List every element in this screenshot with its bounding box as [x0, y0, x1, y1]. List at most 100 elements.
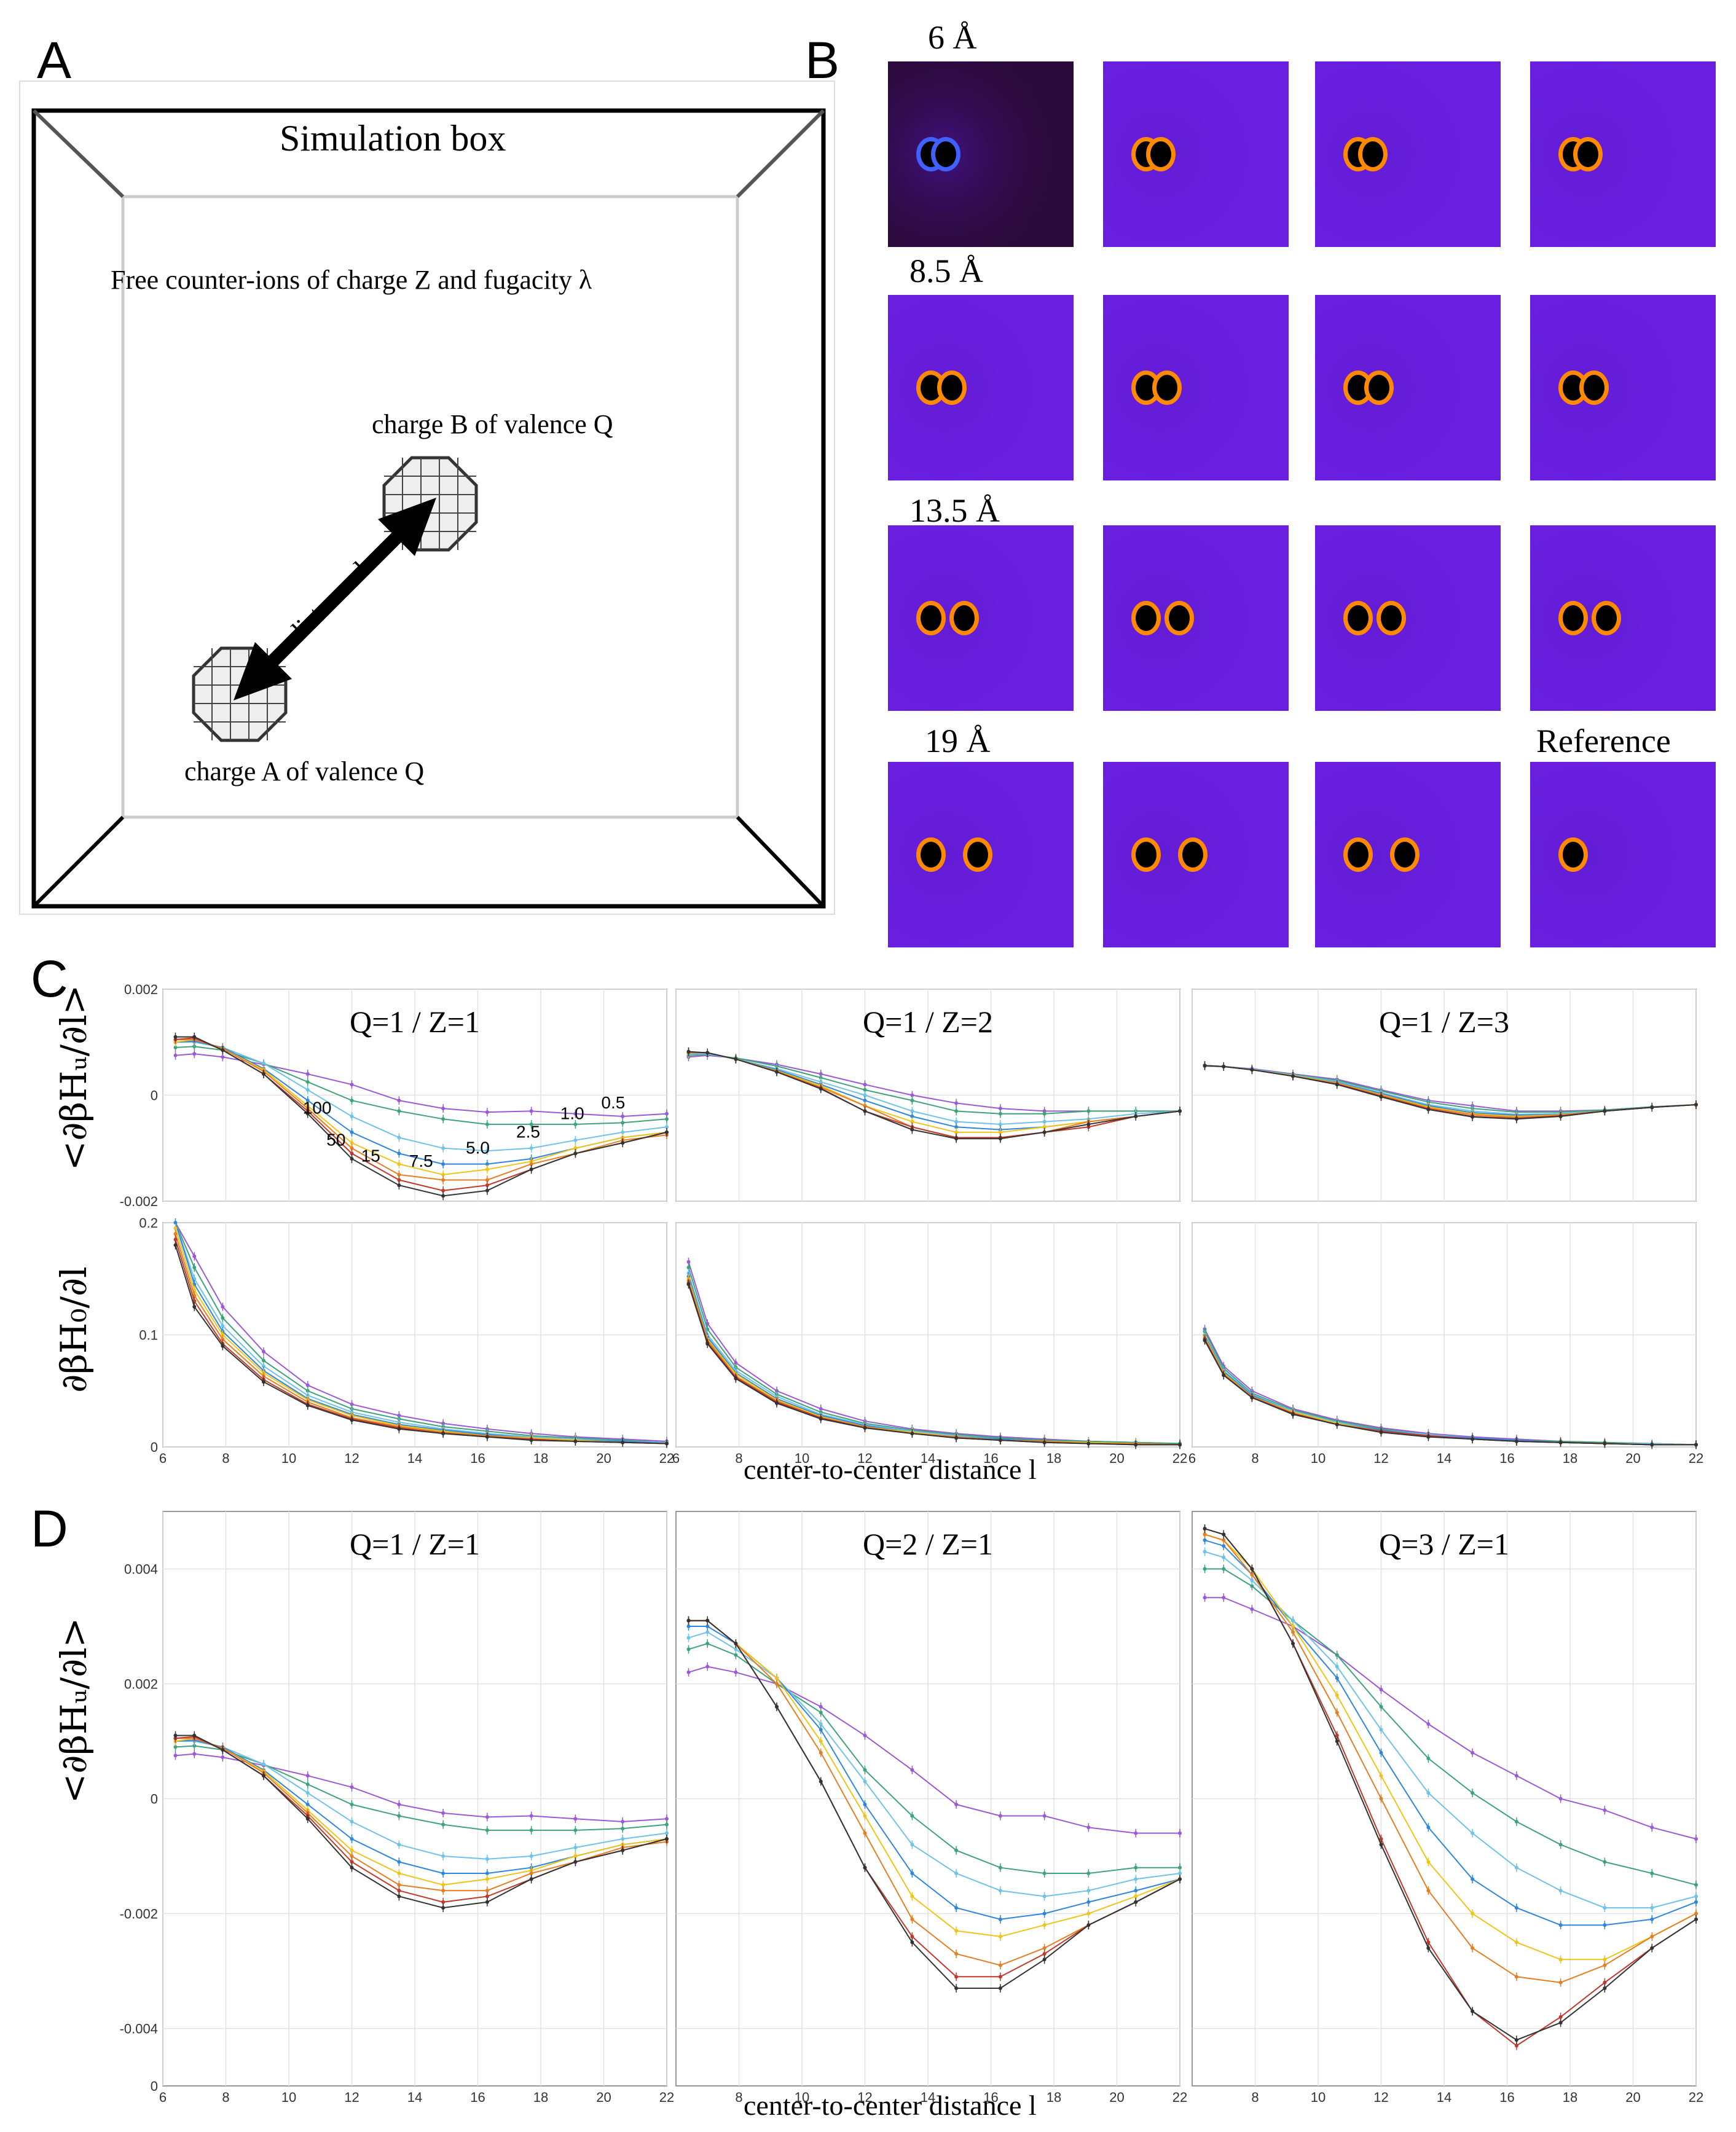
- data-point: [529, 1814, 533, 1818]
- data-point: [775, 1682, 779, 1686]
- data-point: [954, 1951, 959, 1956]
- data-point: [665, 1836, 669, 1841]
- data-point: [910, 1109, 914, 1113]
- density-shading: [888, 525, 1074, 711]
- data-point: [173, 1733, 178, 1738]
- data-point: [734, 1647, 738, 1652]
- data-point: [954, 1848, 959, 1852]
- data-point: [573, 1854, 578, 1858]
- data-point: [705, 1624, 710, 1628]
- data-point: [305, 1774, 310, 1778]
- data-point: [775, 1676, 779, 1680]
- x-tick-label: 14: [1437, 1451, 1451, 1466]
- density-map-r2-c2: [1315, 525, 1501, 711]
- data-point: [686, 1647, 691, 1652]
- data-point: [529, 1146, 533, 1150]
- data-point: [1558, 2015, 1563, 2019]
- data-point: [1134, 1900, 1138, 1904]
- data-point: [1042, 1130, 1047, 1134]
- data-point: [350, 1146, 354, 1150]
- data-point: [173, 1226, 178, 1231]
- data-point: [573, 1138, 578, 1142]
- x-tick-label: 6: [159, 1451, 167, 1466]
- data-point: [1134, 1889, 1138, 1893]
- data-point: [998, 1814, 1002, 1818]
- plot-title: Q=1 / Z=3: [1379, 1005, 1509, 1039]
- x-tick-label: 16: [470, 2090, 485, 2105]
- plot-title: Q=2 / Z=1: [863, 1527, 993, 1561]
- data-point: [1558, 1843, 1563, 1847]
- plot-c-bot-3: 6 8 10 12 14 16 18 20 22: [1188, 1222, 1703, 1466]
- data-point: [1042, 1125, 1047, 1129]
- data-point: [1086, 1911, 1091, 1916]
- data-point: [1042, 1440, 1047, 1444]
- data-point: [621, 1848, 625, 1852]
- density-map-r2-c0: [888, 525, 1074, 711]
- data-point: [910, 1115, 914, 1118]
- data-point: [1042, 1111, 1047, 1116]
- data-point: [1694, 1911, 1698, 1916]
- density-shading: [888, 61, 1074, 247]
- x-tick-label: 22: [1689, 2090, 1703, 2105]
- x-tick-label: 8: [1251, 2090, 1259, 2105]
- data-point: [1134, 1443, 1138, 1447]
- data-point: [485, 1877, 489, 1881]
- data-point: [397, 1151, 401, 1156]
- data-point: [1426, 1940, 1431, 1945]
- plot-c-bot-2: 6 8 10 12 14 16 18 20 22: [672, 1222, 1187, 1466]
- data-point: [1650, 1105, 1654, 1110]
- x-tick-label: 18: [1563, 1451, 1577, 1466]
- data-point: [485, 1167, 489, 1172]
- charge-core: [1584, 375, 1604, 401]
- data-point: [485, 1110, 489, 1115]
- charge-core: [1362, 141, 1383, 167]
- data-point: [573, 1151, 578, 1156]
- data-point: [621, 1819, 625, 1824]
- data-point: [1222, 1532, 1226, 1537]
- distance-arrow: [234, 498, 436, 700]
- data-point: [1086, 1109, 1091, 1113]
- reference-density-map: [1530, 762, 1716, 947]
- curve-annotation: 5.0: [466, 1138, 490, 1157]
- data-point: [621, 1836, 625, 1841]
- x-tick-label: 10: [1311, 1451, 1326, 1466]
- data-point: [485, 1894, 489, 1899]
- data-point: [1042, 1923, 1047, 1927]
- data-point: [1603, 1441, 1607, 1446]
- x-tick-label: 20: [596, 2090, 611, 2105]
- data-point: [819, 1417, 823, 1421]
- charge-core: [1169, 605, 1190, 631]
- data-point: [485, 1828, 489, 1832]
- density-map-r3-c1: [1103, 762, 1289, 947]
- data-point: [998, 1107, 1002, 1111]
- data-point: [1558, 2021, 1563, 2025]
- ylabel-d: <∂βHᵤ/∂l>: [53, 1612, 95, 1809]
- data-point: [529, 1854, 533, 1858]
- data-point: [350, 1151, 354, 1156]
- data-point: [1291, 1618, 1295, 1623]
- data-point: [1471, 1877, 1475, 1881]
- data-point: [998, 1111, 1002, 1116]
- density-map-r0-c1: [1103, 61, 1289, 247]
- data-point: [350, 1083, 354, 1087]
- data-point: [1178, 1443, 1182, 1447]
- data-point: [863, 1733, 867, 1738]
- data-point: [998, 1438, 1002, 1443]
- data-point: [221, 1333, 225, 1337]
- data-point: [397, 1172, 401, 1177]
- data-point: [665, 1817, 669, 1821]
- data-point: [1250, 1567, 1254, 1571]
- data-point: [1694, 1836, 1698, 1841]
- data-point: [573, 1860, 578, 1864]
- data-point: [1178, 1865, 1182, 1870]
- data-point: [305, 1802, 310, 1806]
- data-point: [397, 1099, 401, 1103]
- data-point: [350, 1141, 354, 1145]
- data-point: [1379, 1687, 1383, 1691]
- data-point: [1471, 1750, 1475, 1755]
- data-point: [529, 1871, 533, 1876]
- data-point: [686, 1049, 691, 1054]
- data-point: [910, 1814, 914, 1818]
- data-point: [192, 1035, 197, 1039]
- data-point: [1335, 1733, 1339, 1738]
